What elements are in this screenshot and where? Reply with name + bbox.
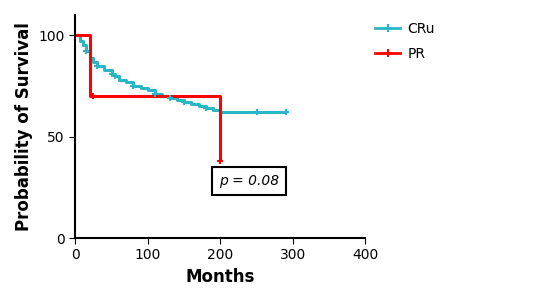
Text: p = 0.08: p = 0.08 [219, 174, 279, 188]
Legend: CRu, PR: CRu, PR [375, 22, 434, 61]
X-axis label: Months: Months [186, 268, 255, 286]
Y-axis label: Probability of Survival: Probability of Survival [15, 22, 33, 231]
